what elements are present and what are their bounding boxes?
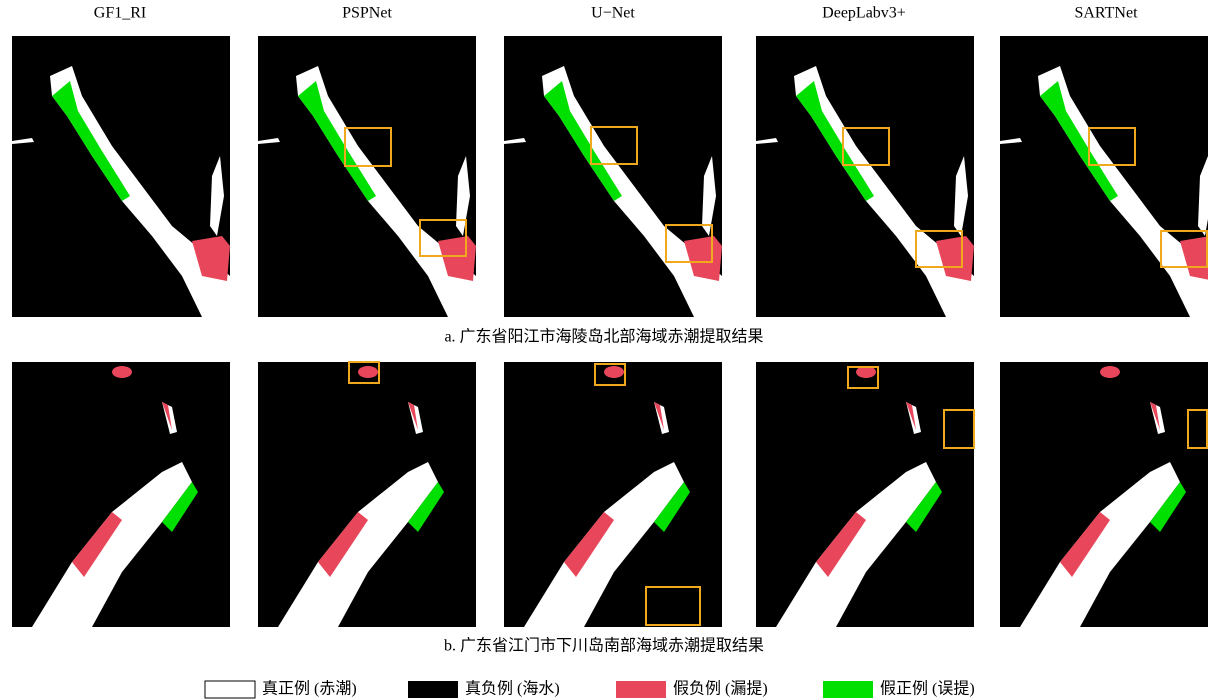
column-title: GF1_RI [94,5,146,22]
column-title: PSPNet [342,5,392,22]
caption: a. 广东省阳江市海陵岛北部海域赤潮提取结果 [444,328,763,346]
legend: 真正例 (赤潮) 真负例 (海水) 假负例 (漏提) 假正例 (误提) [205,680,975,698]
legend-label: 假负例 (漏提) [673,680,768,698]
column-title: U−Net [591,5,635,22]
legend-label: 真正例 (赤潮) [262,680,357,698]
legend-label: 假正例 (误提) [880,680,975,698]
caption: b. 广东省江门市下川岛南部海域赤潮提取结果 [444,637,764,655]
column-title: DeepLabv3+ [822,5,906,22]
legend-label: 真负例 (海水) [465,680,560,698]
figure: GF1_RI PSPNet U−Net DeepLabv3+ SARTNet a… [0,0,1208,699]
column-title: SARTNet [1074,5,1138,22]
